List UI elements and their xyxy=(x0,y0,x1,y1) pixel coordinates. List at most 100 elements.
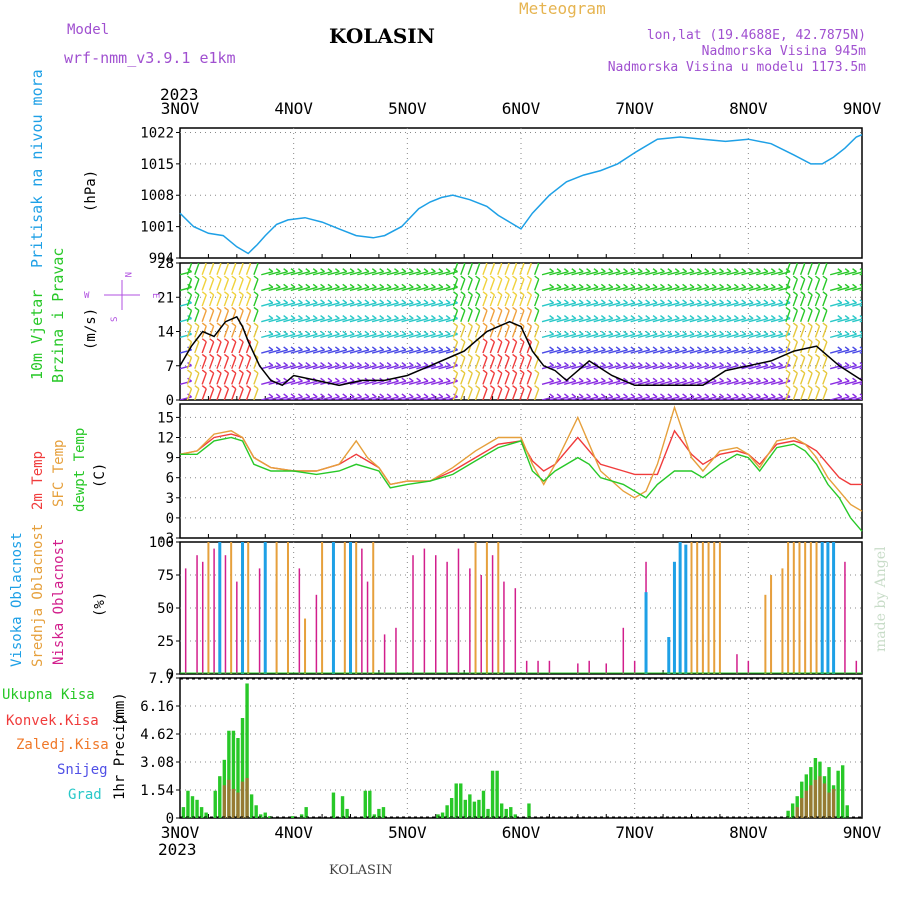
wind-barb xyxy=(298,270,310,276)
wind-barb xyxy=(519,263,525,275)
precip-conv-bar xyxy=(813,779,818,818)
wind-barb xyxy=(416,333,429,339)
wind-barb-flag xyxy=(719,346,724,351)
wind-barb-flag xyxy=(844,283,850,288)
cloud-bar xyxy=(667,637,671,674)
wind-barb xyxy=(194,357,200,369)
wind-barb-flag xyxy=(342,393,348,398)
y-tick-label: 0 xyxy=(166,667,174,683)
wind-barb-flag xyxy=(386,393,392,398)
wind-barb-flag xyxy=(445,362,451,367)
wind-barb xyxy=(482,341,488,354)
wind-barb xyxy=(660,396,673,400)
wind-barb xyxy=(541,317,554,323)
cloud-bar xyxy=(412,555,414,674)
x-tick-label-bottom: 8NOV xyxy=(729,823,768,842)
wind-barb xyxy=(578,270,591,276)
wind-barb-flag xyxy=(297,299,303,304)
wind-barb-flag xyxy=(187,306,192,311)
wind-barb-flag xyxy=(571,393,577,398)
wind-barb xyxy=(785,310,791,322)
y-tick-label: 7 xyxy=(166,359,174,375)
cloud-bar xyxy=(701,542,704,674)
wind-barb-flag xyxy=(231,275,237,280)
wind-barb xyxy=(208,341,215,354)
wind-barb xyxy=(770,364,783,370)
cloud-bar xyxy=(736,654,738,674)
wind-barb xyxy=(549,333,562,339)
wind-barb-flag xyxy=(623,268,628,273)
wind-barb xyxy=(533,372,540,385)
wind-barb xyxy=(615,302,628,307)
wind-barb xyxy=(467,357,473,369)
wind-barb xyxy=(231,294,237,307)
wind-barb xyxy=(844,349,857,354)
wind-barb xyxy=(533,263,540,275)
wind-barb xyxy=(748,396,761,400)
x-tick-label-bottom: 6NOV xyxy=(502,823,541,842)
wind-barb xyxy=(697,302,709,307)
y-tick-label: 3.08 xyxy=(140,755,174,771)
wind-barb-flag xyxy=(660,346,665,351)
wind-barb xyxy=(807,325,813,338)
wind-barb xyxy=(460,278,466,291)
wind-barb xyxy=(556,349,569,354)
wind-barb xyxy=(763,333,776,339)
wind-barb-flag xyxy=(778,393,784,398)
wind-barb-flag xyxy=(401,393,407,398)
wind-barb-flag xyxy=(430,330,436,335)
credit-label: made by Angel xyxy=(873,546,889,652)
wind-barb-flag xyxy=(704,330,710,335)
precip-total-bar xyxy=(786,810,790,818)
wind-barb xyxy=(711,396,724,400)
wind-barb xyxy=(711,270,724,276)
wind-barb xyxy=(652,317,665,323)
wind-barb xyxy=(792,388,798,400)
wind-barb xyxy=(541,286,554,292)
wind-barb-flag xyxy=(327,393,333,398)
wind-barb xyxy=(697,380,709,386)
wind-barb-flag xyxy=(519,369,525,374)
wind-barb-flag xyxy=(512,306,517,311)
wind-barb xyxy=(829,286,842,292)
wind-barb-flag xyxy=(290,393,296,398)
wind-barb xyxy=(844,317,857,323)
wind-barb xyxy=(438,270,451,276)
wind-barb xyxy=(290,317,303,323)
wind-barb xyxy=(283,317,296,323)
wind-barb-flag xyxy=(209,369,215,374)
wind-barb xyxy=(814,357,821,369)
wind-barb xyxy=(275,302,288,307)
wind-barb xyxy=(859,336,862,339)
wind-barb xyxy=(748,302,761,307)
wind-barb xyxy=(682,302,695,307)
wind-barb-flag xyxy=(334,315,340,320)
wind-barb xyxy=(186,294,193,307)
wind-barb xyxy=(474,341,481,354)
wind-barb xyxy=(334,364,347,370)
wind-barb xyxy=(423,302,436,307)
cloud-bar xyxy=(622,627,625,674)
wind-barb xyxy=(379,364,392,370)
wind-barb-flag xyxy=(689,299,695,304)
wind-barb-flag xyxy=(696,299,702,304)
wind-barb xyxy=(630,364,643,370)
precip-total-bar xyxy=(331,792,336,818)
wind-barb-flag xyxy=(467,291,473,296)
wind-barb xyxy=(533,388,540,400)
wind-barb-flag xyxy=(283,268,289,273)
wind-barb-flag xyxy=(733,362,739,367)
cloud-bar xyxy=(787,542,790,674)
wind-barb-flag xyxy=(445,299,451,304)
wind-barb-flag xyxy=(837,299,843,304)
wind-barb xyxy=(334,380,347,386)
wind-barb-flag xyxy=(660,283,665,288)
cloud-bar xyxy=(304,618,307,674)
wind-barb xyxy=(216,263,222,275)
wind-barb xyxy=(756,380,769,386)
wind-barb-flag xyxy=(534,369,540,374)
wind-barb xyxy=(342,349,355,354)
wind-barb xyxy=(637,302,650,307)
wind-barb-flag xyxy=(482,338,488,343)
wind-barb xyxy=(327,364,340,370)
